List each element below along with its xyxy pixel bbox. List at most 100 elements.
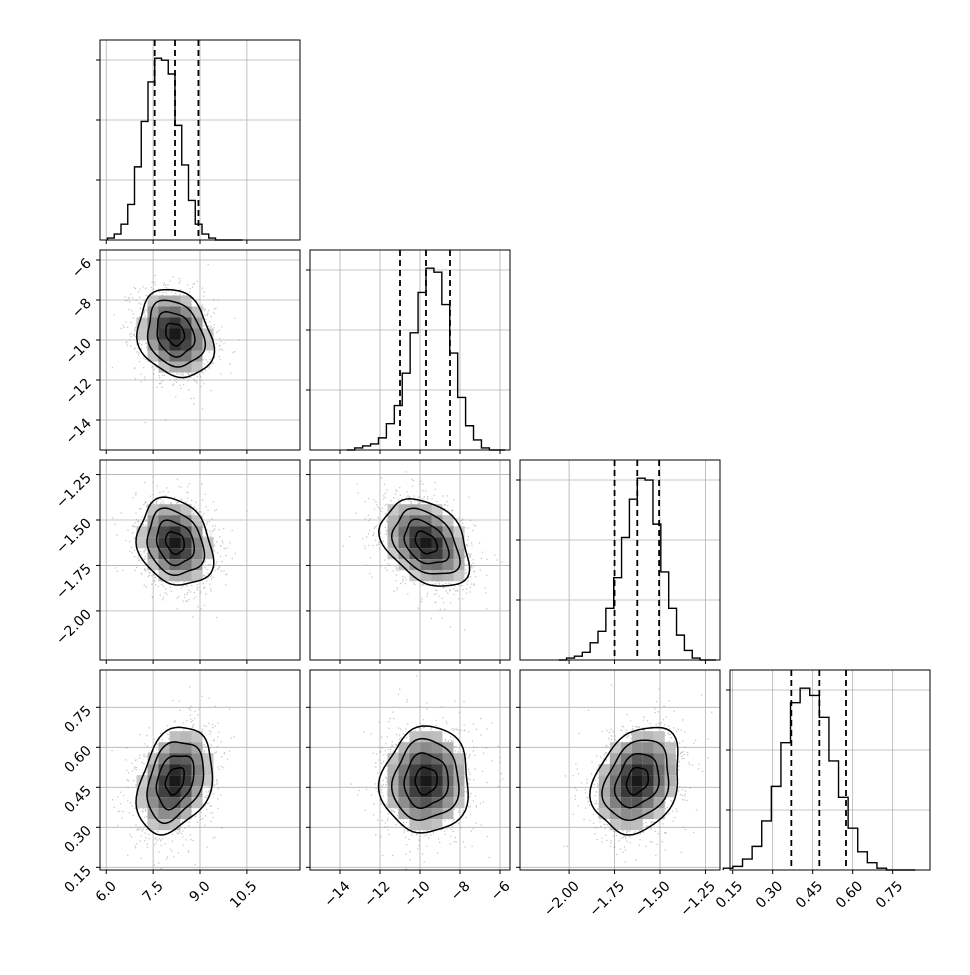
density-cell — [398, 764, 410, 776]
density-cell — [620, 764, 632, 776]
density-cell — [431, 764, 443, 776]
contour-line — [377, 725, 469, 834]
density-cell — [409, 526, 421, 538]
density-cell — [191, 515, 203, 527]
x-tick-label: −10 — [401, 878, 433, 910]
density-cell — [180, 786, 192, 798]
density-cell — [158, 339, 170, 351]
density-cell — [169, 350, 181, 362]
density-cell — [202, 328, 214, 340]
panel-frame — [309, 249, 511, 451]
density-cell — [642, 731, 654, 743]
contour-line — [390, 507, 461, 575]
histogram-panel-3 — [722, 669, 931, 871]
density-cell — [169, 504, 181, 516]
density-cell — [420, 764, 432, 776]
contour-line — [135, 726, 214, 836]
histogram-panel-1 — [306, 249, 511, 451]
density-cell — [409, 570, 421, 582]
contour-line — [146, 741, 205, 824]
density-cell — [398, 742, 410, 754]
contour-line — [164, 767, 185, 796]
density-cell — [191, 339, 203, 351]
density-cell — [642, 797, 654, 809]
contour-line — [403, 518, 450, 565]
density-cell — [169, 819, 181, 831]
density-cell — [620, 742, 632, 754]
panel-frame — [309, 669, 511, 871]
density-cell — [191, 537, 203, 549]
density-cell — [398, 786, 410, 798]
density-cell — [169, 742, 181, 754]
density-cell — [158, 328, 170, 340]
contour-line — [155, 519, 196, 567]
panel-background — [520, 460, 720, 660]
histogram-step-line — [106, 57, 243, 241]
density-cell — [169, 317, 181, 329]
density-cell — [158, 819, 170, 831]
density-cell — [191, 764, 203, 776]
density-cell — [191, 731, 203, 743]
density-cell — [431, 808, 443, 820]
density-cell — [158, 559, 170, 571]
density-cell — [136, 775, 148, 787]
density-cell — [420, 515, 432, 527]
density-cell — [631, 731, 643, 743]
density-cell — [169, 306, 181, 318]
y-tick-label: 0.15 — [61, 863, 94, 896]
density-cell — [180, 526, 192, 538]
density-cell — [180, 306, 192, 318]
density-cell — [202, 775, 214, 787]
density-cell — [631, 819, 643, 831]
histogram-step-line — [722, 687, 916, 871]
contour-line — [390, 737, 460, 821]
x-tick-label: 6.0 — [93, 878, 120, 905]
density-cell — [453, 775, 465, 787]
density-cell — [147, 306, 159, 318]
density-cell — [420, 808, 432, 820]
y-tick-label: −14 — [63, 415, 95, 447]
density-cell — [653, 786, 665, 798]
density-cell — [191, 361, 203, 373]
density-cell — [180, 515, 192, 527]
contour-line — [414, 530, 439, 555]
density-cell — [169, 764, 181, 776]
density-cell — [409, 742, 421, 754]
density-cell — [431, 731, 443, 743]
density-cell — [598, 786, 610, 798]
density-cell — [191, 526, 203, 538]
density-cell — [191, 548, 203, 560]
panel-content — [100, 460, 300, 660]
density-cell — [180, 339, 192, 351]
contour-line — [136, 288, 216, 379]
density-cell — [169, 731, 181, 743]
density-cell — [409, 819, 421, 831]
scatter-panel-2-3 — [519, 669, 721, 871]
scatter-points — [342, 471, 503, 631]
density-cell — [169, 775, 181, 787]
density-cell — [609, 797, 621, 809]
density-cell — [158, 350, 170, 362]
density-cell — [442, 786, 454, 798]
x-tick-label: −1.50 — [632, 878, 674, 920]
x-tick-label: −8 — [448, 878, 474, 904]
density-cell — [158, 537, 170, 549]
panel-content — [100, 670, 300, 870]
density-cell — [147, 559, 159, 571]
density-cell — [387, 797, 399, 809]
density-cell — [664, 753, 676, 765]
contour-line — [601, 739, 670, 821]
density-cell — [642, 742, 654, 754]
density-cell — [653, 797, 665, 809]
density-cell — [180, 295, 192, 307]
panel-background — [730, 670, 930, 870]
x-tick-label: 0.75 — [873, 878, 906, 911]
density-cell — [631, 764, 643, 776]
density-cell — [387, 764, 399, 776]
density-cell — [620, 753, 632, 765]
density-cell — [409, 731, 421, 743]
contour-line — [403, 752, 450, 809]
panel-content — [310, 670, 510, 870]
density-cell — [147, 819, 159, 831]
